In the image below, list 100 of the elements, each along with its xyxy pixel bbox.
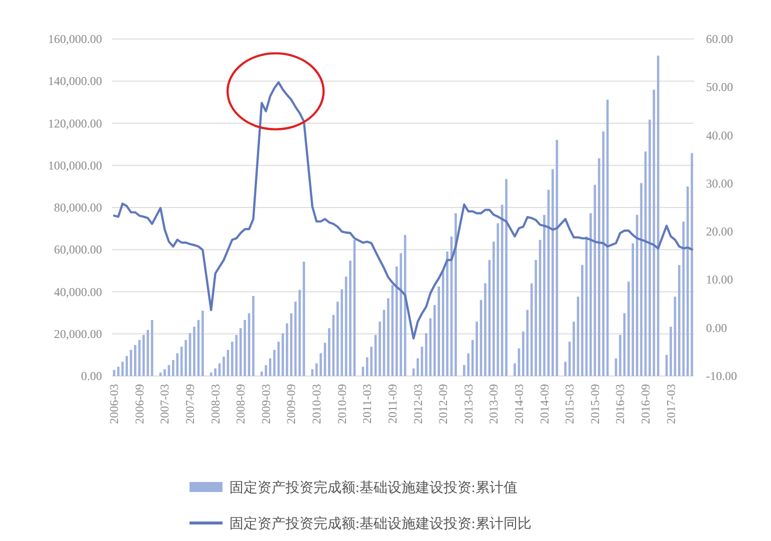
x-tick-label: 2016-09 [638, 384, 652, 424]
x-tick-label: 2007-09 [183, 384, 198, 424]
y2-tick-label: 10.00 [706, 272, 733, 287]
bar [370, 346, 373, 376]
bar [176, 353, 179, 376]
bar [328, 328, 330, 376]
bar [320, 353, 322, 376]
y-tick-label: 80,000.00 [54, 200, 102, 214]
x-tick-label: 2010-03 [310, 384, 324, 424]
y-tick-label: 20,000.00 [54, 326, 102, 341]
x-tick-label: 2014-03 [512, 384, 526, 424]
x-tick-label: 2013-03 [461, 384, 476, 424]
bar [400, 253, 402, 376]
y-tick-label: 60,000.00 [54, 242, 102, 257]
bar [594, 184, 596, 376]
y-tick-label: 120,000.00 [48, 116, 102, 130]
y-tick-label: 160,000.00 [48, 32, 102, 46]
y2-tick-label: 60.00 [706, 32, 733, 46]
bar [252, 296, 254, 376]
bar [117, 366, 120, 376]
x-tick-label: 2009-03 [258, 384, 273, 424]
x-tick-label: 2010-09 [334, 384, 349, 424]
bar [214, 368, 216, 376]
bar [446, 252, 448, 376]
x-tick-label: 2015-09 [588, 384, 602, 424]
bar [496, 223, 500, 376]
bar [484, 283, 486, 376]
bar [184, 340, 187, 376]
bar [202, 310, 204, 376]
y2-tick-label: 40.00 [706, 128, 733, 142]
bar [404, 234, 406, 376]
bar [126, 356, 128, 376]
legend-label: 固定资产投资完成额:基础设施建设投资:累计值 [230, 480, 518, 496]
y-tick-label: 100,000.00 [48, 158, 102, 172]
bar [522, 332, 524, 376]
bar [543, 214, 546, 376]
bar [193, 326, 196, 376]
bar [290, 313, 292, 376]
x-tick-label: 2013-09 [486, 384, 501, 424]
bar [454, 213, 457, 376]
y-tick-label: 40,000.00 [54, 284, 102, 299]
x-tick-label: 2007-03 [158, 384, 172, 424]
x-tick-label: 2009-09 [284, 384, 298, 424]
bar [619, 334, 622, 376]
y2-tick-label: 20.00 [706, 224, 733, 239]
bar [632, 243, 634, 376]
bar [378, 322, 381, 376]
y2-tick-label: -10.00 [706, 369, 737, 383]
bar [640, 183, 642, 376]
bar [112, 370, 116, 376]
x-tick-label: 2008-09 [234, 384, 248, 424]
bar [534, 260, 538, 376]
bar [244, 320, 246, 376]
bar [349, 260, 352, 376]
bar [581, 265, 584, 376]
bar [311, 369, 314, 376]
bar [425, 333, 428, 376]
x-tick-label: 2016-03 [613, 384, 628, 424]
bar [476, 322, 478, 376]
bar [210, 372, 212, 376]
bar [387, 298, 390, 376]
x-tick-label: 2006-09 [132, 384, 146, 424]
x-tick-label: 2017-03 [664, 384, 678, 424]
bar [648, 120, 651, 376]
y2-tick-label: 30.00 [706, 176, 733, 190]
y2-tick-label: 50.00 [706, 80, 733, 94]
bar [656, 56, 660, 376]
x-tick-label: 2006-03 [107, 384, 122, 424]
bar [505, 179, 508, 376]
bar [260, 372, 263, 376]
x-tick-label: 2012-09 [436, 384, 450, 424]
y2-tick-label: 0.00 [706, 320, 727, 335]
bar [438, 286, 440, 376]
bar [273, 350, 276, 376]
legend-label: 固定资产投资完成额:基础设施建设投资:累计同比 [230, 516, 532, 532]
bar [164, 369, 166, 376]
bar [602, 131, 604, 376]
bar [340, 289, 344, 376]
bar [514, 363, 516, 376]
bar [134, 345, 136, 376]
bar [146, 330, 150, 376]
bar [282, 333, 284, 376]
bar [159, 372, 162, 376]
bar [231, 342, 234, 376]
bar [690, 153, 694, 376]
y-tick-label: 140,000.00 [48, 74, 102, 88]
x-tick-label: 2008-03 [208, 384, 222, 424]
x-tick-label: 2015-03 [562, 384, 577, 424]
y-tick-label: 0.00 [81, 369, 102, 383]
bar [467, 353, 470, 376]
bar [670, 326, 672, 376]
bar [564, 362, 567, 376]
bar [302, 262, 306, 376]
bar [552, 169, 554, 376]
x-tick-label: 2011-03 [360, 384, 374, 424]
x-tick-label: 2012-03 [410, 384, 425, 424]
bar [222, 356, 225, 376]
bar [416, 358, 419, 376]
bar [678, 265, 680, 376]
bar [572, 322, 575, 376]
